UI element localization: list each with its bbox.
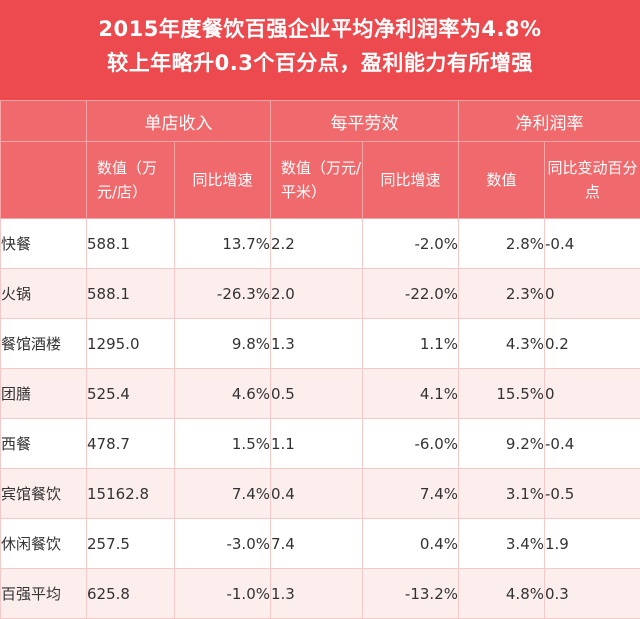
cell-efficiency-growth: 4.1% xyxy=(363,369,459,419)
data-table: 单店收入 每平劳效 净利润率 数值（万元/店） 同比增速 数值（万元/平米） 同… xyxy=(0,100,640,619)
cell-revenue-value: 257.5 xyxy=(87,519,175,569)
table-row: 餐馆酒楼 1295.0 9.8% 1.3 1.1% 4.3% 0.2 xyxy=(1,319,640,369)
cell-margin-change: -0.4 xyxy=(545,419,640,469)
row-label: 火锅 xyxy=(1,269,87,319)
header-sub-margin-change: 同比变动百分点 xyxy=(545,142,640,219)
header-corner xyxy=(1,101,87,142)
row-label: 宾馆餐饮 xyxy=(1,469,87,519)
cell-efficiency-value: 1.1 xyxy=(271,419,363,469)
header-sub-revenue-value: 数值（万元/店） xyxy=(87,142,175,219)
header-sub-efficiency-growth: 同比增速 xyxy=(363,142,459,219)
cell-revenue-value: 15162.8 xyxy=(87,469,175,519)
row-label: 西餐 xyxy=(1,419,87,469)
cell-revenue-growth: -3.0% xyxy=(175,519,271,569)
cell-revenue-growth: -26.3% xyxy=(175,269,271,319)
cell-revenue-growth: 4.6% xyxy=(175,369,271,419)
title-banner: 2015年度餐饮百强企业平均净利润率为4.8% 较上年略升0.3个百分点，盈利能… xyxy=(0,0,640,100)
header-group-labor-efficiency: 每平劳效 xyxy=(271,101,459,142)
cell-margin-change: -0.5 xyxy=(545,469,640,519)
cell-revenue-value: 1295.0 xyxy=(87,319,175,369)
table-row: 快餐 588.1 13.7% 2.2 -2.0% 2.8% -0.4 xyxy=(1,219,640,269)
cell-margin-change: 0 xyxy=(545,369,640,419)
cell-efficiency-value: 2.2 xyxy=(271,219,363,269)
cell-efficiency-growth: 0.4% xyxy=(363,519,459,569)
header-corner-sub xyxy=(1,142,87,219)
table-row: 休闲餐饮 257.5 -3.0% 7.4 0.4% 3.4% 1.9 xyxy=(1,519,640,569)
cell-margin-value: 4.8% xyxy=(459,569,545,619)
table-row: 百强平均 625.8 -1.0% 1.3 -13.2% 4.8% 0.3 xyxy=(1,569,640,619)
cell-efficiency-growth: -2.0% xyxy=(363,219,459,269)
table-row: 宾馆餐饮 15162.8 7.4% 0.4 7.4% 3.1% -0.5 xyxy=(1,469,640,519)
cell-revenue-value: 588.1 xyxy=(87,269,175,319)
cell-efficiency-growth: -22.0% xyxy=(363,269,459,319)
cell-efficiency-value: 1.3 xyxy=(271,569,363,619)
row-label: 餐馆酒楼 xyxy=(1,319,87,369)
cell-revenue-growth: 7.4% xyxy=(175,469,271,519)
cell-efficiency-value: 2.0 xyxy=(271,269,363,319)
header-sub-margin-value: 数值 xyxy=(459,142,545,219)
header-group-net-margin: 净利润率 xyxy=(459,101,640,142)
cell-margin-value: 4.3% xyxy=(459,319,545,369)
cell-margin-value: 15.5% xyxy=(459,369,545,419)
cell-efficiency-value: 1.3 xyxy=(271,319,363,369)
cell-margin-change: 0.3 xyxy=(545,569,640,619)
cell-margin-change: 0 xyxy=(545,269,640,319)
cell-margin-value: 9.2% xyxy=(459,419,545,469)
table-row: 团膳 525.4 4.6% 0.5 4.1% 15.5% 0 xyxy=(1,369,640,419)
header-group-store-revenue: 单店收入 xyxy=(87,101,271,142)
cell-margin-change: -0.4 xyxy=(545,219,640,269)
cell-margin-change: 0.2 xyxy=(545,319,640,369)
cell-revenue-value: 478.7 xyxy=(87,419,175,469)
cell-margin-change: 1.9 xyxy=(545,519,640,569)
row-label: 百强平均 xyxy=(1,569,87,619)
cell-efficiency-value: 0.4 xyxy=(271,469,363,519)
cell-margin-value: 2.3% xyxy=(459,269,545,319)
cell-efficiency-value: 7.4 xyxy=(271,519,363,569)
cell-efficiency-growth: 1.1% xyxy=(363,319,459,369)
header-row-groups: 单店收入 每平劳效 净利润率 xyxy=(1,101,640,142)
cell-revenue-growth: -1.0% xyxy=(175,569,271,619)
cell-margin-value: 2.8% xyxy=(459,219,545,269)
cell-efficiency-growth: 7.4% xyxy=(363,469,459,519)
header-sub-revenue-growth: 同比增速 xyxy=(175,142,271,219)
table-row: 火锅 588.1 -26.3% 2.0 -22.0% 2.3% 0 xyxy=(1,269,640,319)
cell-revenue-growth: 13.7% xyxy=(175,219,271,269)
cell-revenue-value: 625.8 xyxy=(87,569,175,619)
cell-revenue-value: 588.1 xyxy=(87,219,175,269)
cell-efficiency-growth: -13.2% xyxy=(363,569,459,619)
title-line-2: 较上年略升0.3个百分点，盈利能力有所增强 xyxy=(0,46,640,80)
cell-margin-value: 3.1% xyxy=(459,469,545,519)
cell-revenue-value: 525.4 xyxy=(87,369,175,419)
cell-efficiency-value: 0.5 xyxy=(271,369,363,419)
cell-margin-value: 3.4% xyxy=(459,519,545,569)
title-line-1: 2015年度餐饮百强企业平均净利润率为4.8% xyxy=(0,12,640,46)
table-row: 西餐 478.7 1.5% 1.1 -6.0% 9.2% -0.4 xyxy=(1,419,640,469)
header-row-sub: 数值（万元/店） 同比增速 数值（万元/平米） 同比增速 数值 同比变动百分点 xyxy=(1,142,640,219)
row-label: 团膳 xyxy=(1,369,87,419)
row-label: 休闲餐饮 xyxy=(1,519,87,569)
row-label: 快餐 xyxy=(1,219,87,269)
cell-revenue-growth: 9.8% xyxy=(175,319,271,369)
header-sub-efficiency-value: 数值（万元/平米） xyxy=(271,142,363,219)
cell-efficiency-growth: -6.0% xyxy=(363,419,459,469)
cell-revenue-growth: 1.5% xyxy=(175,419,271,469)
